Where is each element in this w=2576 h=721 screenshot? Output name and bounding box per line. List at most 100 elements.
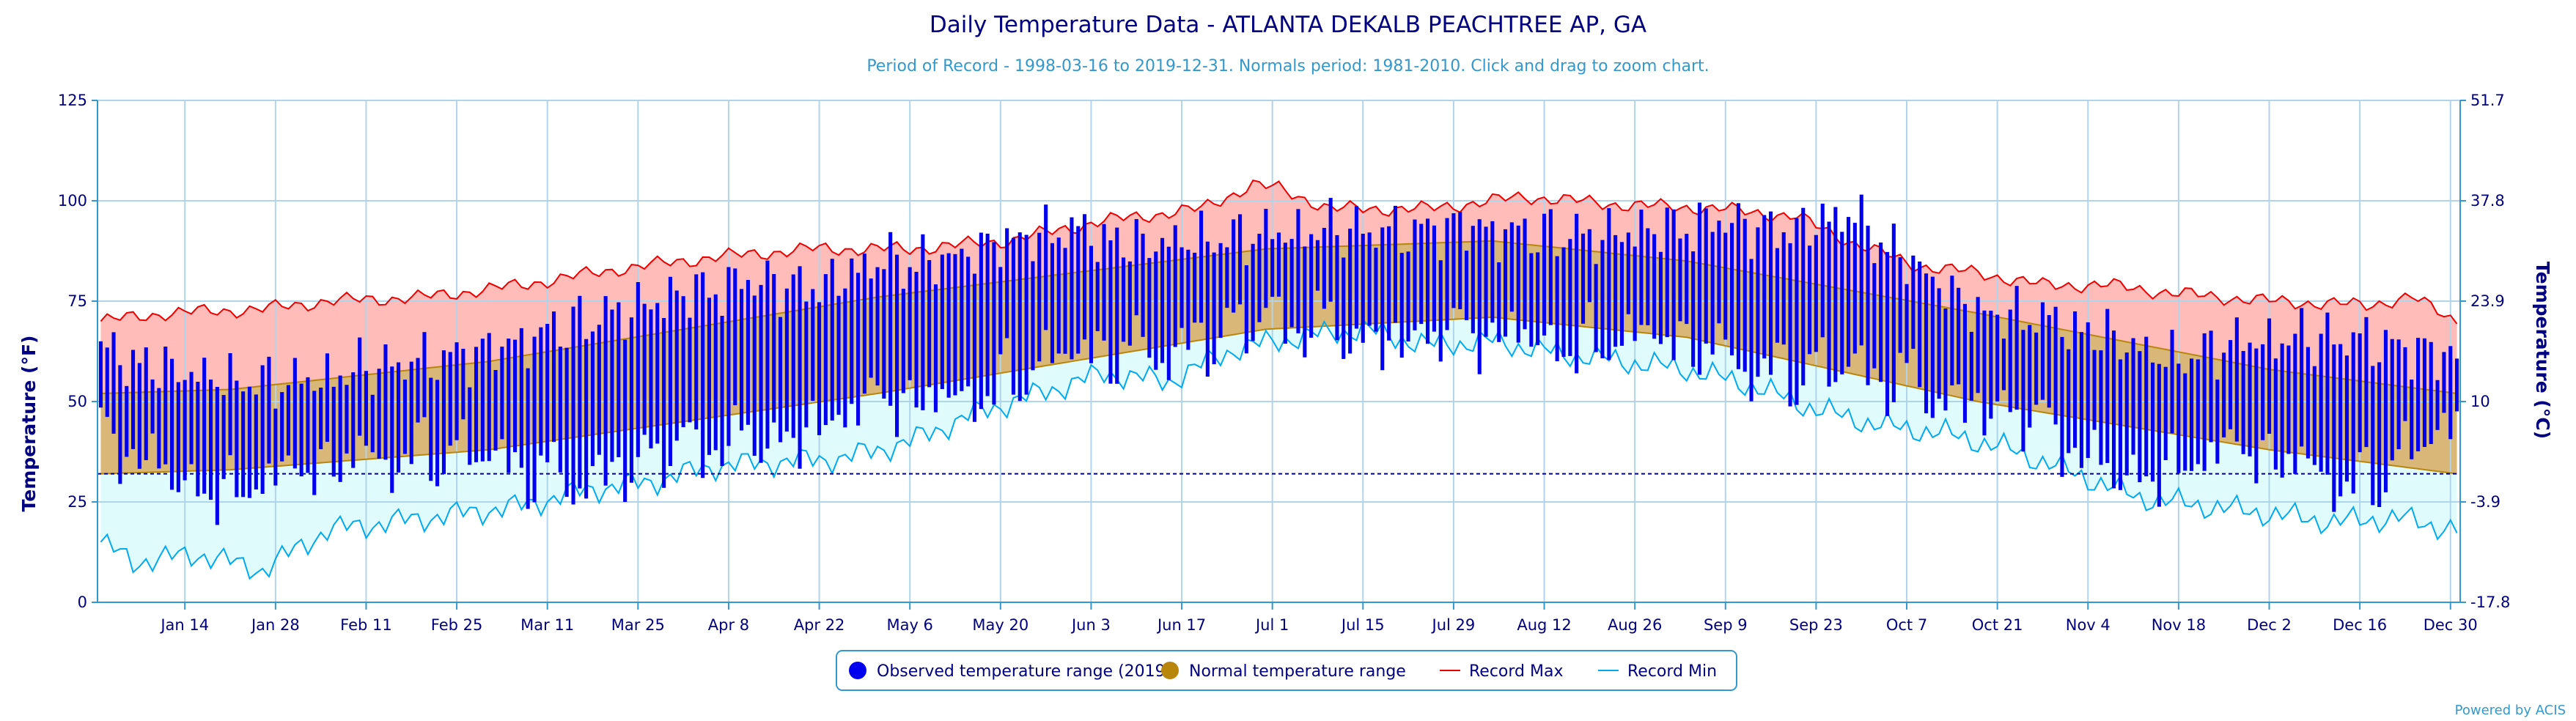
observed-bar[interactable] <box>953 254 957 396</box>
observed-bar[interactable] <box>746 280 750 425</box>
observed-bar[interactable] <box>1438 260 1443 362</box>
observed-bar[interactable] <box>468 387 472 465</box>
observed-bar[interactable] <box>2086 322 2090 458</box>
observed-bar[interactable] <box>176 382 180 492</box>
legend-label[interactable]: Record Min <box>1627 662 1717 681</box>
observed-bar[interactable] <box>1561 247 1566 358</box>
observed-bar[interactable] <box>1309 234 1314 338</box>
observed-bar[interactable] <box>1736 203 1740 369</box>
legend-label[interactable]: Normal temperature range <box>1189 662 1406 681</box>
observed-bar[interactable] <box>526 368 530 509</box>
observed-bar[interactable] <box>933 284 938 413</box>
observed-bar[interactable] <box>895 254 899 437</box>
observed-bar[interactable] <box>519 328 523 468</box>
observed-bar[interactable] <box>642 303 647 435</box>
observed-bar[interactable] <box>1154 251 1158 370</box>
legend-label[interactable]: Observed temperature range (2019) <box>877 662 1171 681</box>
observed-bar[interactable] <box>1225 247 1229 308</box>
observed-bar[interactable] <box>163 347 168 465</box>
observed-bar[interactable] <box>2403 347 2407 421</box>
observed-bar[interactable] <box>701 272 705 478</box>
observed-bar[interactable] <box>662 318 666 488</box>
observed-bar[interactable] <box>1108 240 1113 384</box>
observed-bar[interactable] <box>966 256 971 387</box>
observed-bar[interactable] <box>2163 366 2168 460</box>
observed-bar[interactable] <box>564 347 569 498</box>
observed-bar[interactable] <box>629 317 633 483</box>
observed-bar[interactable] <box>1218 243 1223 339</box>
observed-bar[interactable] <box>578 295 582 489</box>
observed-bar[interactable] <box>1342 257 1346 359</box>
observed-bar[interactable] <box>1581 233 1586 324</box>
observed-bar[interactable] <box>1536 252 1540 346</box>
observed-bar[interactable] <box>1633 246 1637 341</box>
observed-bar[interactable] <box>1976 297 1980 393</box>
observed-bar[interactable] <box>273 408 278 486</box>
observed-bar[interactable] <box>1743 218 1747 372</box>
observed-bar[interactable] <box>765 260 770 449</box>
observed-bar[interactable] <box>960 248 964 391</box>
observed-bar[interactable] <box>617 302 621 457</box>
observed-bar[interactable] <box>2099 350 2103 465</box>
observed-bar[interactable] <box>636 282 640 457</box>
observed-bar[interactable] <box>998 267 1003 355</box>
observed-bar[interactable] <box>2144 336 2149 477</box>
observed-bar[interactable] <box>500 347 504 440</box>
observed-bar[interactable] <box>2305 347 2310 459</box>
observed-bar[interactable] <box>2300 308 2304 447</box>
observed-bar[interactable] <box>830 259 834 421</box>
observed-bar[interactable] <box>901 289 905 393</box>
observed-bar[interactable] <box>655 303 660 444</box>
observed-bar[interactable] <box>397 362 401 473</box>
observed-bar[interactable] <box>1833 207 1838 382</box>
observed-bar[interactable] <box>1568 239 1572 356</box>
observed-bar[interactable] <box>2067 349 2071 454</box>
observed-bar[interactable] <box>358 337 362 436</box>
observed-bar[interactable] <box>940 254 944 390</box>
observed-bar[interactable] <box>1303 246 1307 358</box>
observed-bar[interactable] <box>1918 261 1922 388</box>
observed-bar[interactable] <box>2118 359 2122 490</box>
observed-bar[interactable] <box>1322 228 1326 309</box>
observed-bar[interactable] <box>888 232 893 406</box>
observed-bar[interactable] <box>1646 228 1650 325</box>
observed-bar[interactable] <box>992 242 996 405</box>
observed-bar[interactable] <box>2202 333 2207 471</box>
observed-bar[interactable] <box>2364 317 2369 448</box>
observed-bar[interactable] <box>1186 249 1191 350</box>
observed-bar[interactable] <box>558 347 562 473</box>
observed-bar[interactable] <box>2034 332 2039 405</box>
observed-bar[interactable] <box>668 276 672 466</box>
observed-bar[interactable] <box>338 375 342 482</box>
observed-bar[interactable] <box>552 311 556 443</box>
observed-bar[interactable] <box>2112 330 2116 489</box>
observed-bar[interactable] <box>1283 243 1287 344</box>
observed-bar[interactable] <box>1911 255 1916 350</box>
observed-bar[interactable] <box>1393 205 1397 323</box>
observed-bar[interactable] <box>1795 218 1799 405</box>
observed-bar[interactable] <box>1141 233 1145 337</box>
observed-bar[interactable] <box>2351 332 2355 494</box>
observed-bar[interactable] <box>740 289 744 431</box>
observed-bar[interactable] <box>2138 351 2142 483</box>
observed-bar[interactable] <box>221 395 226 479</box>
observed-bar[interactable] <box>1723 232 1728 340</box>
observed-bar[interactable] <box>2261 344 2265 440</box>
observed-bar[interactable] <box>921 234 925 410</box>
plot-area[interactable] <box>97 100 2461 603</box>
observed-bar[interactable] <box>1756 227 1760 377</box>
observed-bar[interactable] <box>292 358 297 469</box>
observed-bar[interactable] <box>480 339 485 462</box>
observed-bar[interactable] <box>448 352 452 446</box>
observed-bar[interactable] <box>235 380 239 498</box>
observed-bar[interactable] <box>2040 302 2045 400</box>
observed-bar[interactable] <box>1484 226 1488 337</box>
observed-bar[interactable] <box>1257 234 1262 322</box>
observed-bar[interactable] <box>1458 212 1462 309</box>
observed-bar[interactable] <box>1749 259 1753 402</box>
legend-marker[interactable] <box>1161 662 1179 679</box>
observed-bar[interactable] <box>772 274 776 423</box>
observed-bar[interactable] <box>571 306 575 505</box>
observed-bar[interactable] <box>1814 234 1818 352</box>
observed-bar[interactable] <box>733 268 737 405</box>
